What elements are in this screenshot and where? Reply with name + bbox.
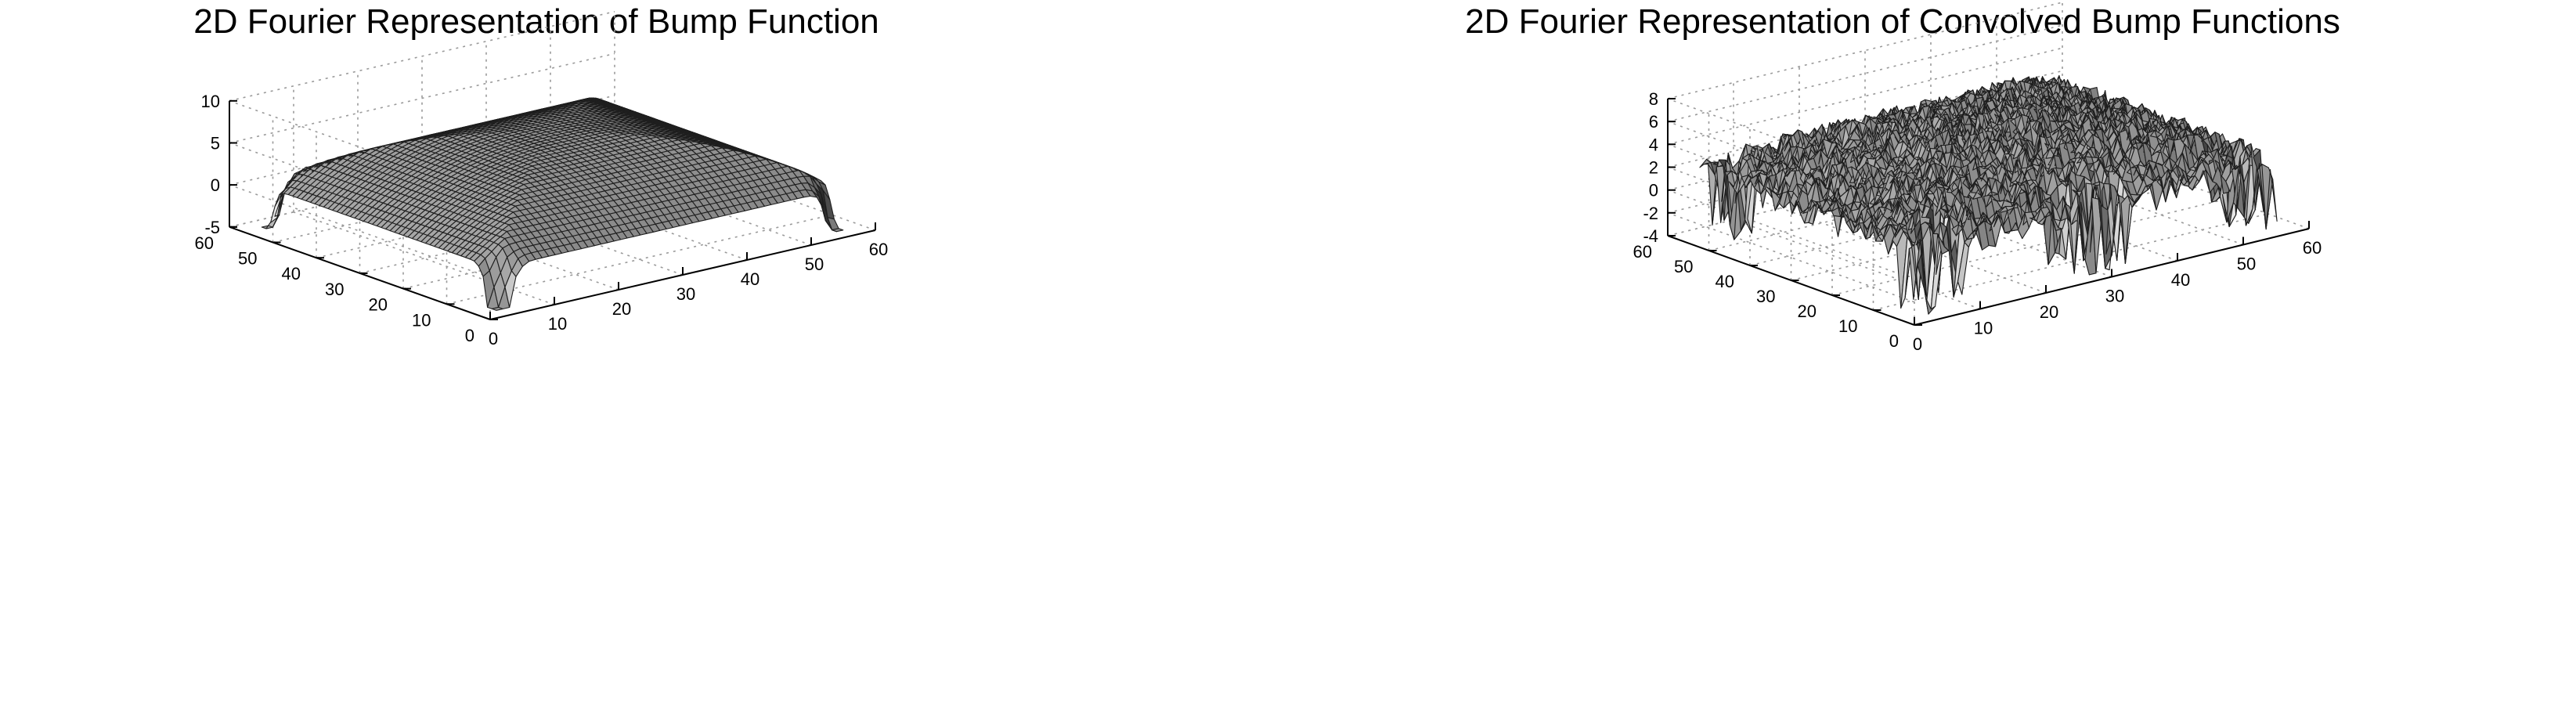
x-tick-label: 30 bbox=[676, 284, 695, 304]
y-tick-label: 10 bbox=[412, 310, 431, 330]
chart-title: 2D Fourier Representation of Bump Functi… bbox=[193, 2, 879, 41]
x-tick-label: 40 bbox=[741, 269, 759, 289]
z-tick-label: 0 bbox=[211, 175, 220, 195]
y-tick-label: 50 bbox=[238, 249, 257, 269]
y-tick-label: 20 bbox=[369, 295, 388, 315]
x-tick-label: 0 bbox=[489, 329, 498, 348]
y-tick-label: 0 bbox=[465, 326, 474, 345]
z-tick-label: 10 bbox=[201, 92, 220, 111]
z-tick-label: -5 bbox=[204, 218, 220, 237]
surface-plot-bump: 2D Fourier Representation of Bump Functi… bbox=[193, 2, 888, 348]
y-tick-label: 40 bbox=[282, 264, 301, 283]
z-tick-label: 5 bbox=[211, 134, 220, 153]
chart-title: 2D Fourier Representation of Convolved B… bbox=[1465, 2, 2340, 41]
x-tick-label: 20 bbox=[612, 299, 631, 319]
surface-plot-convolved: 2D Fourier Representation of Convolved B… bbox=[1465, 2, 2340, 354]
x-tick-label: 10 bbox=[548, 314, 567, 334]
x-tick-label: 60 bbox=[869, 240, 888, 259]
x-tick-label: 50 bbox=[805, 255, 824, 274]
y-tick-label: 30 bbox=[325, 280, 344, 299]
